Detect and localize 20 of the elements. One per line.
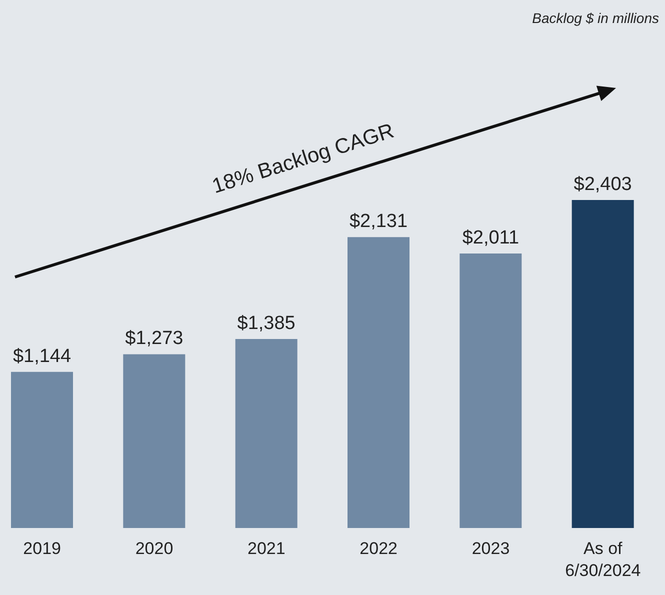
data-label: $1,273 bbox=[125, 328, 184, 350]
data-label: $1,144 bbox=[12, 346, 72, 367]
bar bbox=[123, 354, 186, 528]
bar bbox=[572, 200, 634, 528]
text: 18% Backlog CAGR bbox=[209, 119, 397, 198]
x-tick-label: 2021 bbox=[248, 539, 286, 558]
x-tick-label: As of 6/30/2024 bbox=[565, 539, 641, 580]
data-label: $1,385 bbox=[237, 312, 296, 334]
bar bbox=[460, 254, 522, 528]
data-label: $2,131 bbox=[349, 211, 408, 232]
bar bbox=[11, 372, 73, 528]
data-label: $2,011 bbox=[462, 228, 520, 249]
bar bbox=[348, 237, 410, 528]
x-tick-label: 2022 bbox=[360, 539, 398, 558]
text: Backlog $ in millions bbox=[532, 10, 659, 26]
data-label: $2,403 bbox=[574, 174, 632, 195]
x-tick-label: 2023 bbox=[472, 539, 510, 558]
x-tick-label: 2019 bbox=[23, 539, 61, 558]
x-tick-label: 2020 bbox=[135, 539, 174, 558]
bar bbox=[235, 338, 298, 528]
